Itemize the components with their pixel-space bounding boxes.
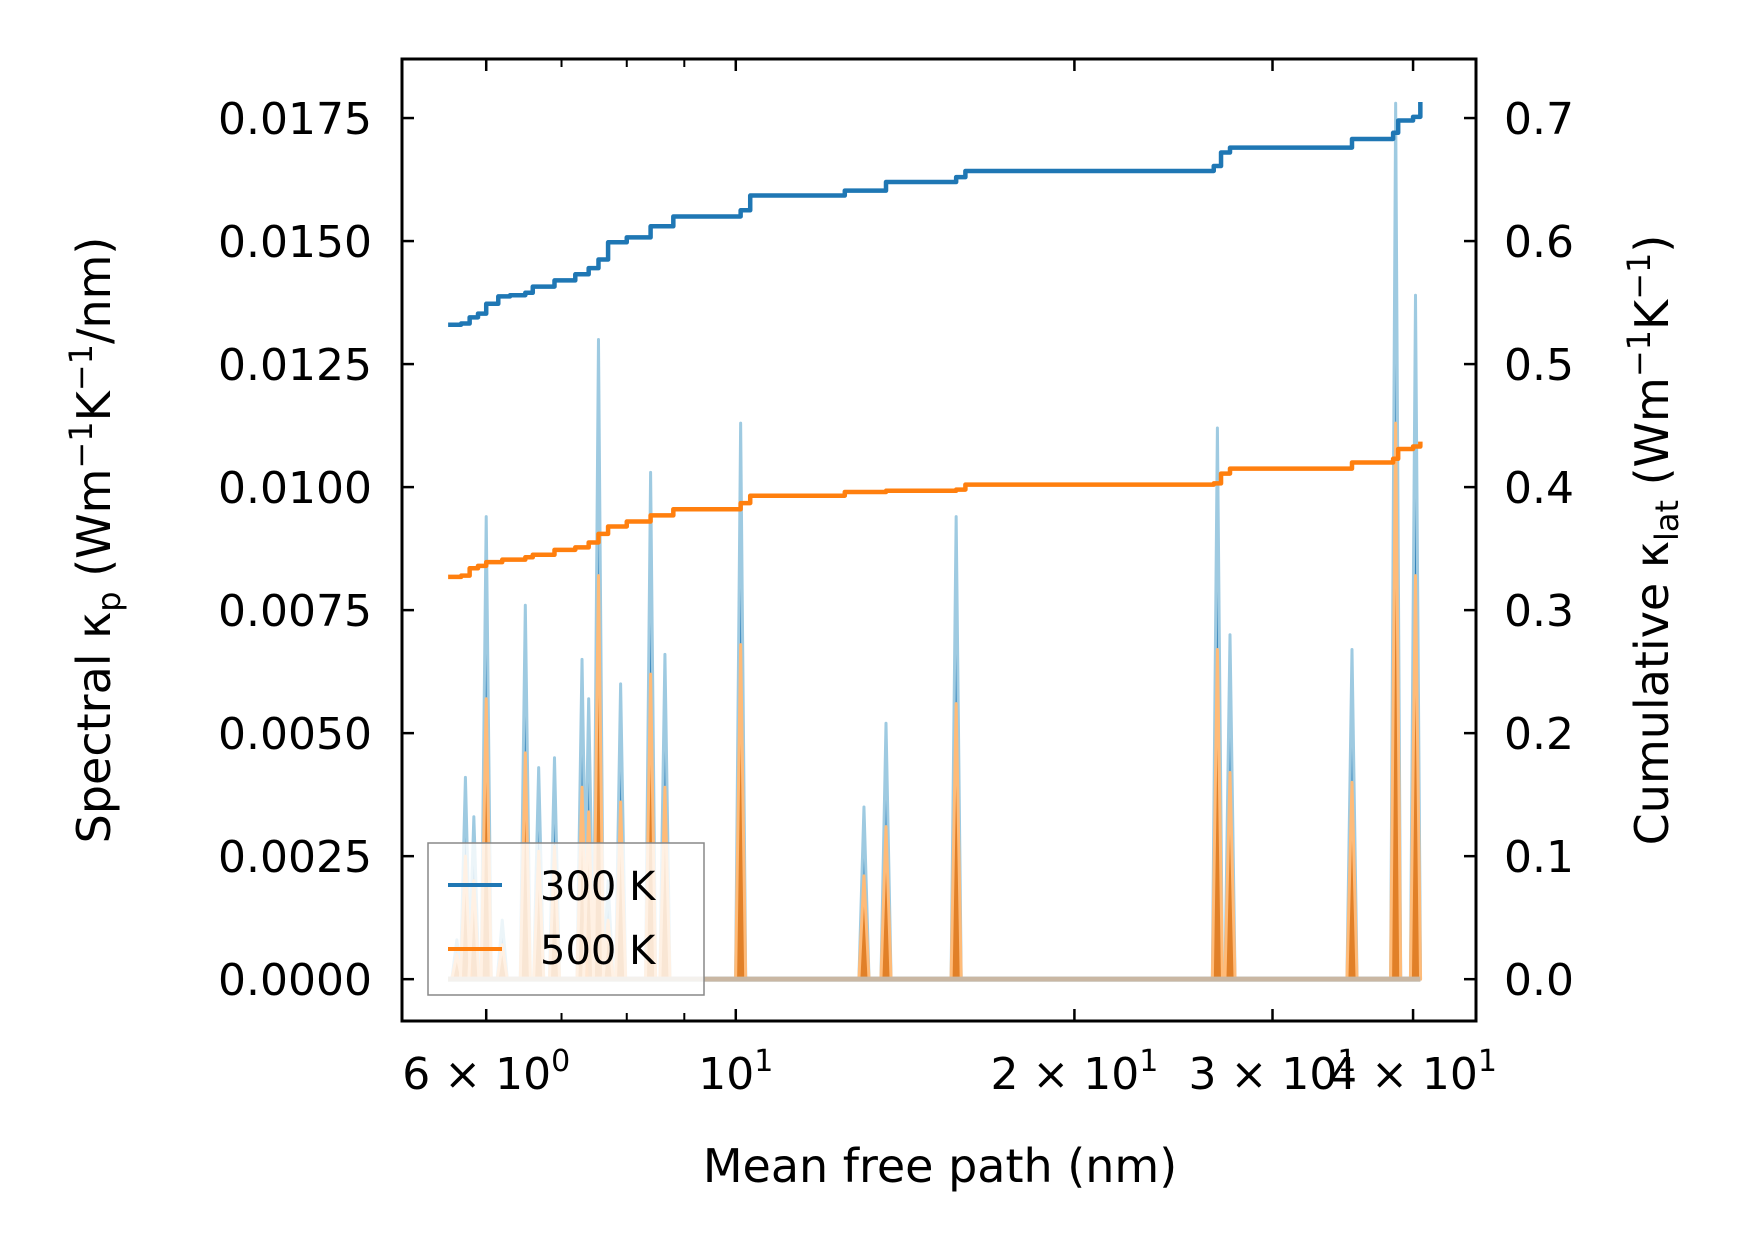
y-left-tick-label: 0.0000 bbox=[218, 955, 372, 1006]
y-right-axis-title: Cumulative κlat (Wm−1K−1) bbox=[1620, 235, 1686, 846]
x-tick-label: 101 bbox=[698, 1044, 773, 1100]
y-right-tick-label: 0.6 bbox=[1504, 217, 1574, 268]
cumulative-300k-line bbox=[448, 102, 1423, 327]
x-tick-label: 2 × 101 bbox=[990, 1044, 1158, 1100]
legend: 300 K 500 K bbox=[427, 842, 705, 996]
cumulative-line-layer bbox=[448, 102, 1423, 580]
cumulative-500k-line bbox=[448, 441, 1423, 580]
legend-label-500k: 500 K bbox=[540, 928, 657, 974]
ticks-layer: 0.00000.00250.00500.00750.01000.01250.01… bbox=[218, 59, 1574, 1100]
y-right-tick-label: 0.2 bbox=[1504, 709, 1574, 760]
y-right-tick-label: 0.5 bbox=[1504, 340, 1574, 391]
x-tick-label: 6 × 100 bbox=[402, 1044, 570, 1100]
y-right-tick-label: 0.1 bbox=[1504, 832, 1574, 883]
plot-frame bbox=[400, 57, 1478, 1023]
y-left-tick-label: 0.0025 bbox=[218, 832, 372, 883]
y-left-axis-title: Spectral κp (Wm−1K−1/nm) bbox=[62, 237, 128, 844]
y-left-tick-label: 0.0125 bbox=[218, 340, 372, 391]
y-left-tick-label: 0.0075 bbox=[218, 586, 372, 637]
y-right-tick-label: 0.0 bbox=[1504, 955, 1574, 1006]
y-right-tick-label: 0.3 bbox=[1504, 586, 1574, 637]
y-right-tick-label: 0.4 bbox=[1504, 463, 1574, 514]
legend-label-300k: 300 K bbox=[540, 864, 657, 910]
y-left-tick-label: 0.0100 bbox=[218, 463, 372, 514]
y-left-tick-label: 0.0175 bbox=[218, 94, 372, 145]
x-tick-label: 4 × 101 bbox=[1329, 1044, 1497, 1100]
y-left-tick-label: 0.0150 bbox=[218, 217, 372, 268]
x-tick-label: 3 × 101 bbox=[1189, 1044, 1357, 1100]
legend-box bbox=[427, 842, 705, 996]
y-right-tick-label: 0.7 bbox=[1504, 94, 1574, 145]
x-axis-title: Mean free path (nm) bbox=[703, 1139, 1177, 1193]
y-left-tick-label: 0.0050 bbox=[218, 709, 372, 760]
